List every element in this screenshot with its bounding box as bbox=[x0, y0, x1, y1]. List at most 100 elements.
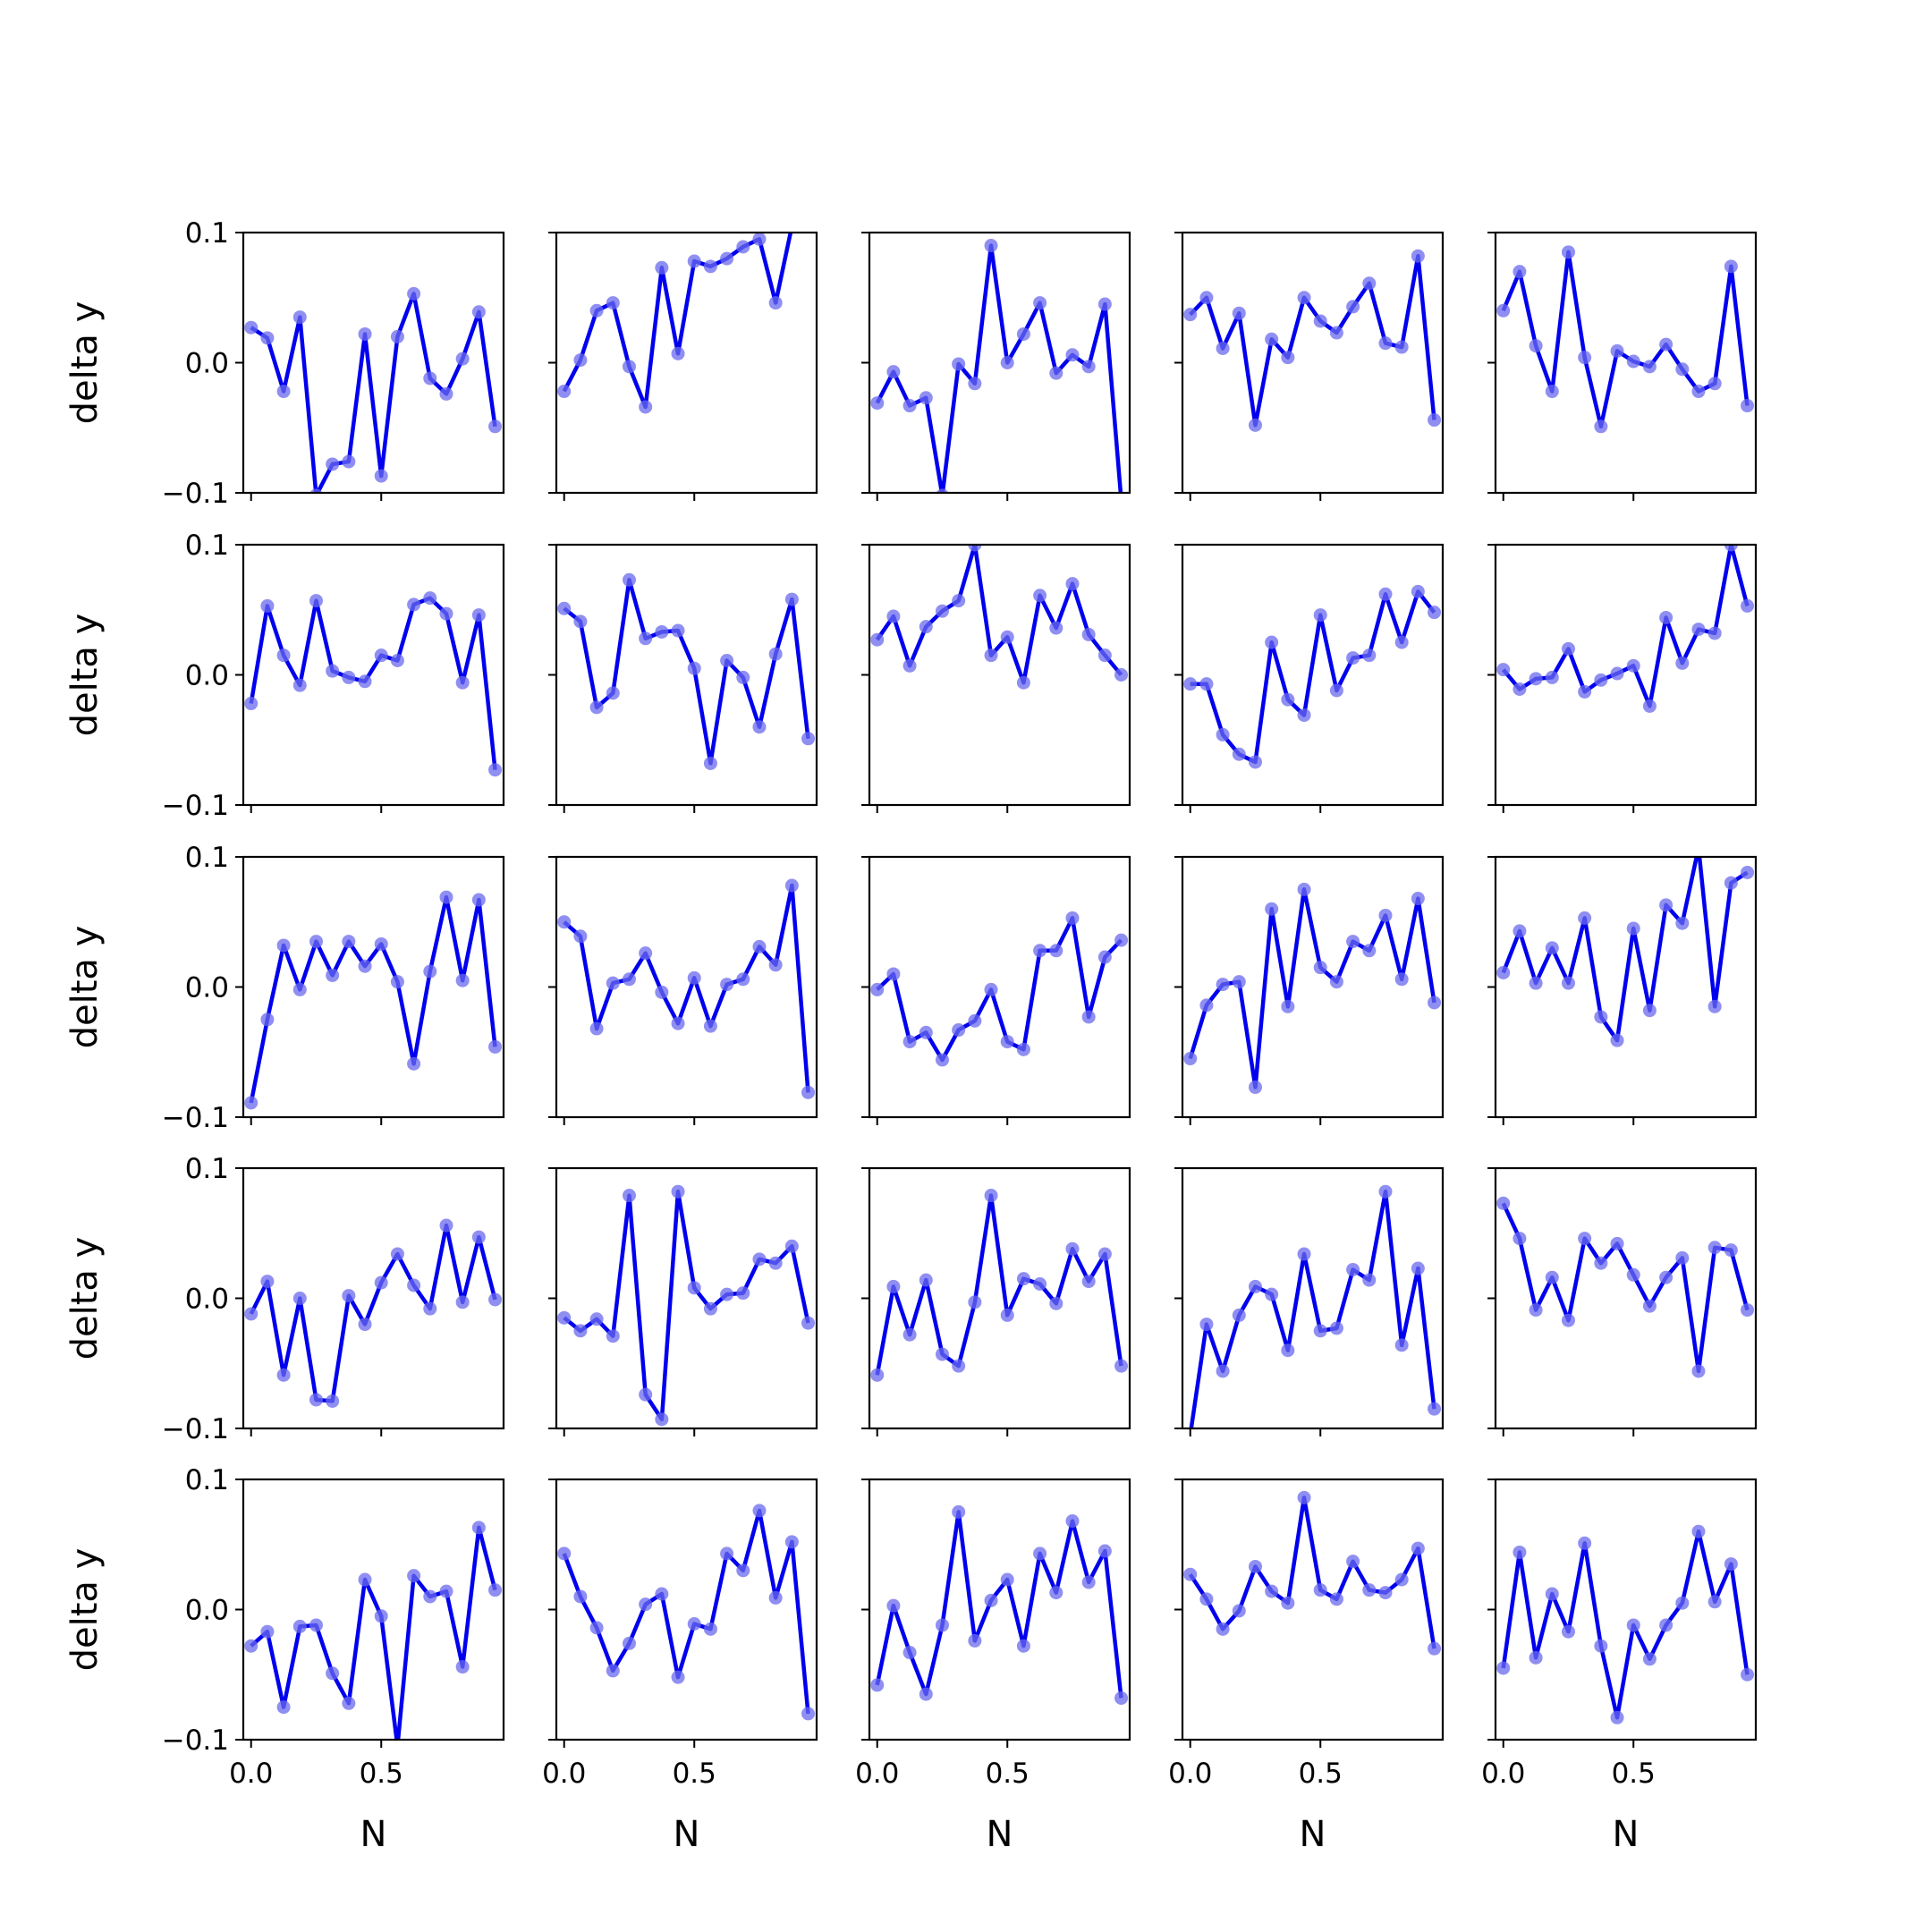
data-point bbox=[1378, 908, 1393, 922]
data-point bbox=[1232, 747, 1246, 761]
data-point bbox=[902, 1327, 917, 1342]
data-point bbox=[1741, 1667, 1755, 1682]
series-group bbox=[1496, 857, 1755, 1047]
data-point bbox=[292, 1292, 307, 1305]
data-point bbox=[1626, 1618, 1640, 1632]
data-point bbox=[720, 978, 734, 992]
y-tick-label: −0.1 bbox=[162, 1413, 229, 1445]
data-point bbox=[1265, 1287, 1279, 1301]
data-point bbox=[1578, 911, 1592, 925]
data-point bbox=[1183, 677, 1198, 691]
data-point bbox=[639, 1597, 653, 1612]
data-point bbox=[968, 1633, 982, 1648]
data-point bbox=[952, 1504, 966, 1519]
x-tick-label: 0.0 bbox=[855, 1758, 899, 1790]
x-tick-label: 0.0 bbox=[1481, 1758, 1525, 1790]
data-point bbox=[902, 658, 917, 673]
data-point bbox=[703, 259, 717, 274]
data-point bbox=[1183, 1567, 1198, 1581]
series-group bbox=[1188, 1184, 1442, 1428]
data-point bbox=[1346, 935, 1360, 949]
subplot-4-3: 0.0 0.5 N bbox=[1168, 1478, 1445, 1855]
series-line bbox=[1188, 887, 1436, 1089]
series-line bbox=[875, 1193, 1123, 1376]
x-tick-label: 0.0 bbox=[229, 1758, 273, 1790]
subplot-3-1 bbox=[548, 1166, 818, 1436]
data-point bbox=[260, 1624, 275, 1639]
data-point bbox=[1081, 1275, 1096, 1289]
data-point bbox=[1675, 1596, 1690, 1610]
data-point bbox=[292, 310, 307, 325]
data-point bbox=[1513, 924, 1527, 938]
data-point bbox=[1741, 399, 1755, 413]
data-point bbox=[1081, 360, 1096, 374]
data-point bbox=[984, 239, 998, 253]
y-axis-label: delta y bbox=[64, 614, 106, 737]
data-point bbox=[326, 1394, 340, 1408]
data-point bbox=[1578, 1536, 1592, 1550]
data-point bbox=[1561, 245, 1575, 259]
series-group bbox=[870, 545, 1129, 690]
subplot-2-0: −0.1 0.0 0.1 delta y bbox=[64, 842, 505, 1134]
data-point bbox=[1496, 663, 1511, 677]
data-point bbox=[1329, 975, 1343, 989]
data-point bbox=[1610, 1236, 1624, 1250]
data-point bbox=[573, 1324, 588, 1338]
data-point bbox=[1675, 656, 1690, 670]
data-point bbox=[1199, 677, 1214, 691]
data-point bbox=[292, 982, 307, 996]
data-point bbox=[1329, 326, 1343, 340]
data-point bbox=[1659, 1618, 1674, 1632]
data-point bbox=[1329, 683, 1343, 698]
series-group bbox=[870, 239, 1123, 493]
x-axis-label: N bbox=[360, 1814, 387, 1855]
data-point bbox=[952, 357, 966, 371]
x-tick-label: 0.0 bbox=[542, 1758, 586, 1790]
data-point bbox=[1362, 944, 1377, 958]
series-group bbox=[244, 286, 503, 493]
data-point bbox=[557, 1546, 572, 1561]
data-point bbox=[1033, 1546, 1047, 1561]
data-point bbox=[1232, 975, 1246, 989]
data-point bbox=[1378, 1184, 1393, 1199]
y-tick-label: 0.0 bbox=[185, 348, 229, 380]
data-point bbox=[1561, 1624, 1575, 1639]
data-point bbox=[1329, 1321, 1343, 1335]
data-point bbox=[244, 1307, 258, 1321]
y-tick-label: −0.1 bbox=[162, 1724, 229, 1757]
data-point bbox=[1313, 314, 1327, 328]
data-point bbox=[1199, 1592, 1214, 1606]
subplot-3-0: −0.1 0.0 0.1 delta y bbox=[64, 1153, 505, 1445]
series-line bbox=[1501, 250, 1750, 429]
data-point bbox=[557, 915, 572, 929]
data-point bbox=[720, 1546, 734, 1561]
data-point bbox=[423, 964, 437, 979]
series-line bbox=[563, 1189, 810, 1422]
data-point bbox=[1248, 1080, 1262, 1095]
data-point bbox=[1281, 999, 1295, 1013]
data-point bbox=[390, 1247, 404, 1261]
axes-frame bbox=[242, 1166, 505, 1430]
data-point bbox=[573, 1589, 588, 1604]
data-point bbox=[606, 1329, 620, 1343]
data-point bbox=[1346, 1262, 1360, 1276]
data-point bbox=[1594, 419, 1608, 434]
data-point bbox=[390, 975, 404, 989]
data-point bbox=[326, 1666, 340, 1681]
axes-frame bbox=[1494, 855, 1758, 1119]
data-point bbox=[1232, 1308, 1246, 1322]
data-point bbox=[1248, 755, 1262, 769]
data-point bbox=[1265, 1584, 1279, 1598]
data-point bbox=[870, 632, 885, 647]
data-point bbox=[752, 939, 767, 953]
data-point bbox=[1394, 340, 1409, 354]
data-point bbox=[1097, 648, 1112, 663]
data-point bbox=[671, 346, 685, 360]
series-line bbox=[562, 1508, 810, 1715]
data-point bbox=[1675, 916, 1690, 930]
data-point bbox=[407, 1056, 421, 1071]
data-point bbox=[1265, 635, 1279, 649]
data-point bbox=[984, 1593, 998, 1607]
data-point bbox=[1545, 941, 1559, 955]
